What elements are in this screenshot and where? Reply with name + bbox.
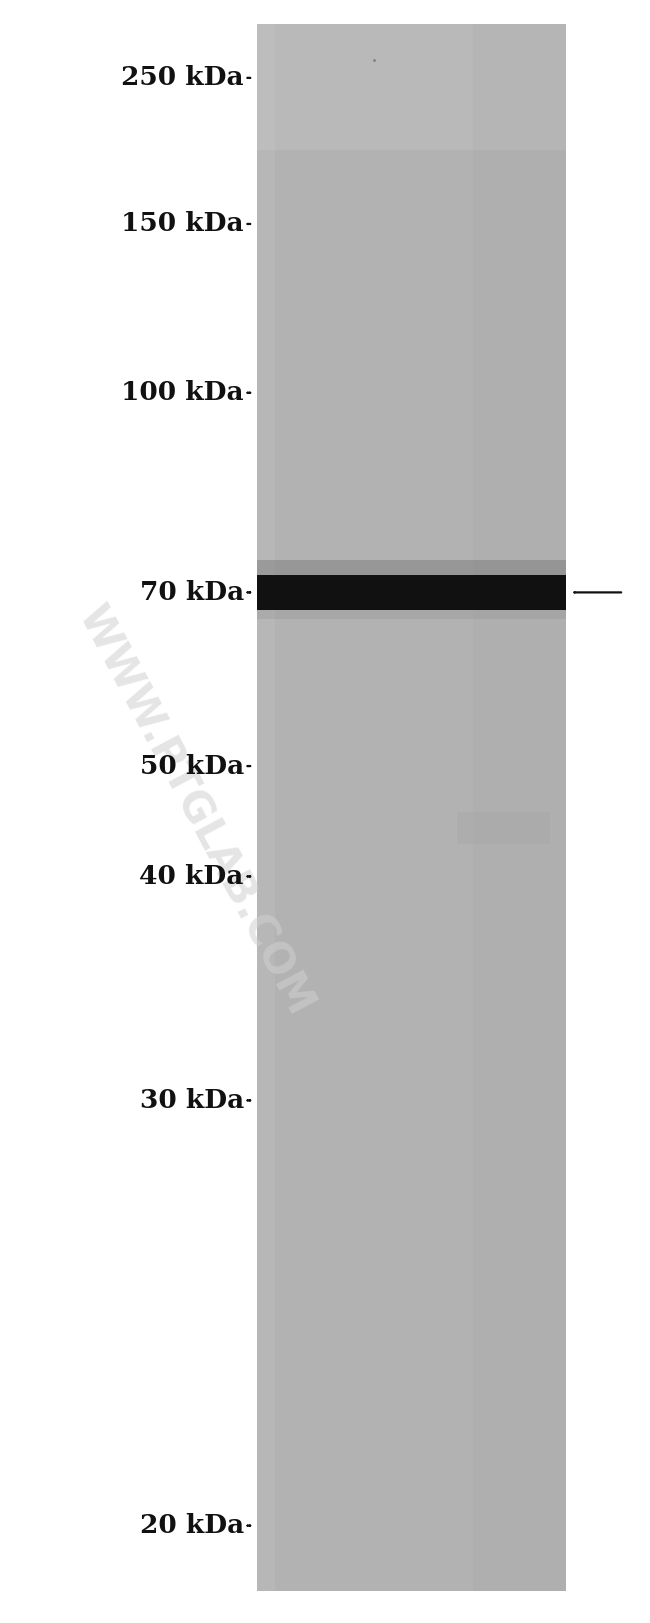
Text: 30 kDa: 30 kDa [140,1087,244,1113]
Text: 40 kDa: 40 kDa [139,863,244,889]
Text: 150 kDa: 150 kDa [121,211,244,237]
Bar [257,24,566,149]
Bar [257,560,566,575]
Text: WWW.PTGLAB.COM: WWW.PTGLAB.COM [69,599,321,1024]
Bar [257,24,276,1591]
Text: 100 kDa: 100 kDa [121,380,244,406]
Bar [458,812,550,844]
Bar [257,610,566,618]
Bar [257,24,566,1591]
Text: 50 kDa: 50 kDa [140,753,244,779]
Bar [473,24,566,1591]
Text: 250 kDa: 250 kDa [121,65,244,91]
Text: 70 kDa: 70 kDa [140,579,244,605]
Text: 20 kDa: 20 kDa [140,1513,244,1539]
Bar [257,575,566,610]
